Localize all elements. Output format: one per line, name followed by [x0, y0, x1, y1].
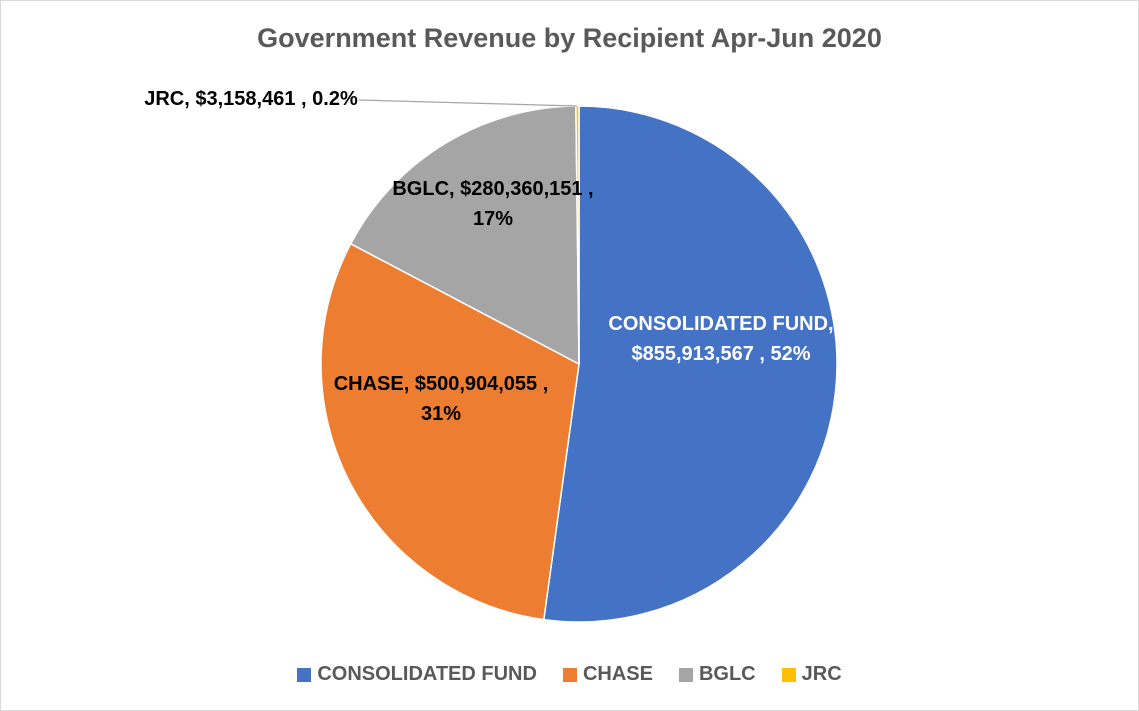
- label-separator: ,: [403, 373, 410, 395]
- data-label: JRC, $3,158,461 , 0.2%: [111, 84, 391, 114]
- legend-label: CONSOLIDATED FUND: [317, 663, 537, 685]
- label-category: CONSOLIDATED FUND: [608, 313, 829, 335]
- legend-label: JRC: [801, 663, 842, 685]
- legend-swatch: [781, 667, 796, 682]
- legend-label: BGLC: [698, 663, 756, 685]
- data-label: BGLC, $280,360,151 , 17%: [383, 174, 603, 234]
- legend-item: CHASE: [562, 663, 653, 686]
- label-category: CHASE: [333, 373, 404, 395]
- legend-item: CONSOLIDATED FUND: [297, 663, 537, 686]
- label-separator: ,: [449, 178, 455, 200]
- label-percent: 17%: [472, 208, 514, 230]
- data-label: CHASE, $500,904,055 , 31%: [331, 369, 551, 429]
- label-value: $500,904,055 ,: [414, 373, 549, 395]
- legend-item: BGLC: [678, 663, 756, 686]
- label-percent: 52%: [770, 343, 811, 365]
- leader-line: [358, 99, 578, 107]
- legend-swatch: [297, 667, 312, 682]
- pie-slice: [320, 242, 580, 621]
- label-category: JRC: [144, 88, 185, 110]
- legend-item: JRC: [781, 663, 842, 686]
- chart-title: Government Revenue by Recipient Apr-Jun …: [257, 23, 882, 53]
- legend-swatch: [678, 667, 693, 682]
- pie-slice: [542, 105, 838, 623]
- label-separator: ,: [828, 313, 834, 335]
- pie-slice: [349, 105, 580, 366]
- label-separator: ,: [184, 88, 190, 110]
- data-label: CONSOLIDATED FUND, $855,913,567 , 52%: [606, 309, 836, 369]
- label-value: $280,360,151 ,: [460, 178, 594, 200]
- label-value: $855,913,567 ,: [631, 343, 765, 365]
- label-category: BGLC: [392, 178, 450, 200]
- label-value: $3,158,461 ,: [195, 88, 307, 110]
- label-percent: 31%: [420, 403, 462, 425]
- legend-swatch: [562, 667, 577, 682]
- legend-label: CHASE: [582, 663, 653, 685]
- label-percent: 0.2%: [312, 88, 358, 110]
- legend: CONSOLIDATED FUND CHASE BGLC JRC: [1, 663, 1138, 686]
